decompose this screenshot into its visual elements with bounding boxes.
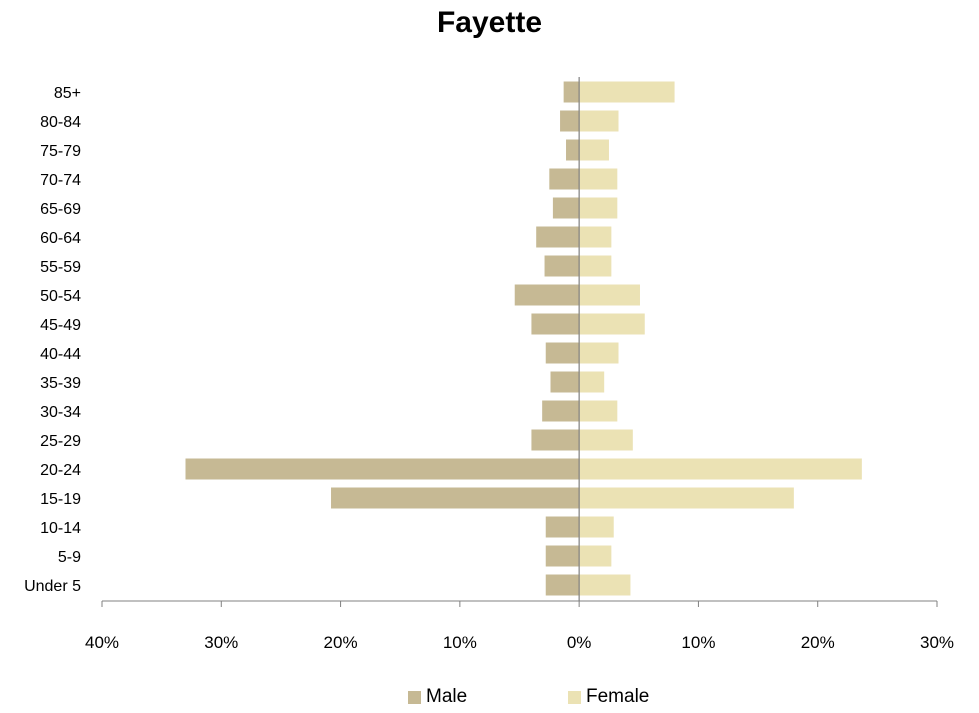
bar-female-50-54: [579, 284, 640, 306]
bar-female-under-5: [579, 574, 631, 596]
category-label-35-39: 35-39: [40, 375, 81, 392]
bar-male-50-54: [514, 284, 580, 306]
x-tick-label: 10%: [443, 633, 477, 652]
bar-male-under-5: [545, 574, 580, 596]
x-tick-label: 20%: [324, 633, 358, 652]
bar-male-15-19: [331, 487, 580, 509]
bar-male-65-69: [552, 197, 580, 219]
bar-male-5-9: [545, 545, 580, 567]
x-tick-label: 30%: [204, 633, 238, 652]
legend-label-female: Female: [586, 686, 650, 707]
category-label-70-74: 70-74: [40, 172, 81, 189]
legend-swatch-female: [568, 690, 581, 704]
legend-label-male: Male: [426, 686, 468, 707]
legend-item-male: Male: [408, 686, 467, 708]
x-tick-label: 10%: [681, 633, 715, 652]
bar-female-10-14: [579, 516, 614, 538]
x-axis: 40% 30% 20% 10% 0% 10% 20% 30%: [85, 77, 954, 652]
bar-male-80-84: [560, 110, 580, 132]
category-label-55-59: 55-59: [40, 259, 81, 276]
bar-female-70-74: [579, 168, 618, 190]
category-label-50-54: 50-54: [40, 288, 81, 305]
category-label-45-49: 45-49: [40, 317, 81, 334]
bar-female-15-19: [579, 487, 794, 509]
bar-female-60-64: [579, 226, 612, 248]
category-label-20-24: 20-24: [40, 462, 81, 479]
bar-female-5-9: [579, 545, 612, 567]
bar-male-85-: [563, 81, 580, 103]
bar-female-25-29: [579, 429, 633, 451]
x-tick-label: 20%: [801, 633, 835, 652]
category-labels: 85+ 80-84 75-79 70-74 65-69 60-64 55-59 50-54 45…: [24, 85, 81, 595]
x-tick-label: 0%: [567, 633, 592, 652]
chart-title: Fayette: [436, 6, 543, 39]
bar-male-35-39: [550, 371, 580, 393]
bar-male-55-59: [544, 255, 580, 277]
bar-female-85-: [579, 81, 675, 103]
bar-female-80-84: [579, 110, 619, 132]
bar-male-70-74: [549, 168, 580, 190]
bar-male-25-29: [531, 429, 580, 451]
category-label-85-: 85+: [54, 85, 81, 102]
bar-female-20-24: [579, 458, 862, 480]
bar-male-60-64: [536, 226, 580, 248]
bar-female-40-44: [579, 342, 619, 364]
bar-female-55-59: [579, 255, 612, 277]
category-label-75-79: 75-79: [40, 143, 81, 160]
x-tick-label: 30%: [920, 633, 954, 652]
category-label-5-9: 5-9: [58, 549, 81, 566]
category-label-80-84: 80-84: [40, 114, 81, 131]
female-series-bars: [579, 81, 862, 596]
bar-male-30-34: [542, 400, 580, 422]
legend-item-female: Female: [568, 686, 649, 708]
category-label-under-5: Under 5: [24, 578, 81, 595]
legend-swatch-male: [408, 690, 421, 704]
bar-male-40-44: [545, 342, 580, 364]
category-label-60-64: 60-64: [40, 230, 81, 247]
bar-male-75-79: [566, 139, 580, 161]
bar-male-10-14: [545, 516, 580, 538]
bar-male-20-24: [185, 458, 580, 480]
category-label-25-29: 25-29: [40, 433, 81, 450]
bar-female-75-79: [579, 139, 609, 161]
bar-female-30-34: [579, 400, 618, 422]
bar-male-45-49: [531, 313, 580, 335]
bar-female-65-69: [579, 197, 618, 219]
bar-female-35-39: [579, 371, 605, 393]
male-series-bars: [185, 81, 580, 596]
legend: Male Female: [0, 686, 979, 710]
category-label-10-14: 10-14: [40, 520, 81, 537]
category-label-40-44: 40-44: [40, 346, 81, 363]
category-label-65-69: 65-69: [40, 201, 81, 218]
bar-female-45-49: [579, 313, 645, 335]
x-tick-label: 40%: [85, 633, 119, 652]
category-label-15-19: 15-19: [40, 491, 81, 508]
category-label-30-34: 30-34: [40, 404, 81, 421]
